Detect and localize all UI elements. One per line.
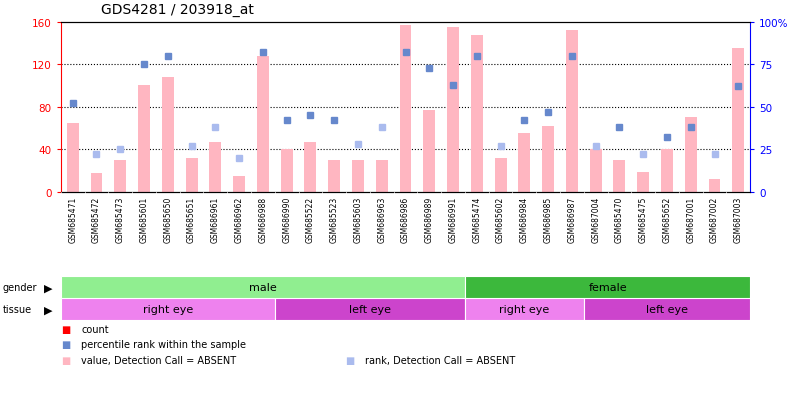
Bar <box>465 277 750 299</box>
Bar <box>138 86 150 192</box>
Text: GSM686985: GSM686985 <box>543 196 552 242</box>
Text: GSM686986: GSM686986 <box>401 196 410 242</box>
Bar <box>67 123 79 192</box>
Bar <box>400 26 411 192</box>
Text: GSM686984: GSM686984 <box>520 196 529 242</box>
Text: GSM685601: GSM685601 <box>139 196 148 242</box>
Text: GSM686991: GSM686991 <box>448 196 457 242</box>
Bar <box>566 31 577 192</box>
Bar <box>328 160 340 192</box>
Text: GSM685603: GSM685603 <box>354 196 363 242</box>
Text: GSM687004: GSM687004 <box>591 196 600 242</box>
Bar <box>91 174 102 192</box>
Text: right eye: right eye <box>143 304 193 315</box>
Text: left eye: left eye <box>646 304 688 315</box>
Text: ■: ■ <box>61 324 70 334</box>
Text: GSM686963: GSM686963 <box>377 196 386 242</box>
Text: GSM686990: GSM686990 <box>282 196 291 242</box>
Text: GSM685473: GSM685473 <box>116 196 125 242</box>
Bar <box>465 299 584 320</box>
Bar <box>275 299 465 320</box>
Bar <box>61 299 275 320</box>
Bar <box>732 49 744 192</box>
Bar <box>590 150 602 192</box>
Bar <box>423 111 436 192</box>
Bar <box>186 158 198 192</box>
Text: GSM685522: GSM685522 <box>306 196 315 242</box>
Bar <box>471 36 483 192</box>
Text: GSM687002: GSM687002 <box>710 196 719 242</box>
Bar <box>709 179 720 192</box>
Bar <box>684 118 697 192</box>
Bar <box>375 160 388 192</box>
Bar <box>61 277 465 299</box>
Text: value, Detection Call = ABSENT: value, Detection Call = ABSENT <box>81 355 236 365</box>
Text: ▶: ▶ <box>45 304 53 315</box>
Bar <box>352 160 364 192</box>
Text: GSM685470: GSM685470 <box>615 196 624 242</box>
Text: tissue: tissue <box>2 304 32 315</box>
Text: ■: ■ <box>345 355 354 365</box>
Bar <box>304 142 316 192</box>
Bar <box>162 78 174 192</box>
Text: GSM685652: GSM685652 <box>663 196 672 242</box>
Text: ■: ■ <box>61 339 70 349</box>
Text: GSM685472: GSM685472 <box>92 196 101 242</box>
Text: left eye: left eye <box>349 304 391 315</box>
Bar <box>543 126 554 192</box>
Bar <box>114 160 127 192</box>
Bar <box>257 57 268 192</box>
Text: GSM685523: GSM685523 <box>330 196 339 242</box>
Bar <box>495 158 507 192</box>
Bar <box>584 299 750 320</box>
Text: GSM686989: GSM686989 <box>425 196 434 242</box>
Text: right eye: right eye <box>500 304 550 315</box>
Text: ■: ■ <box>61 355 70 365</box>
Bar <box>518 134 530 192</box>
Text: GSM687003: GSM687003 <box>734 196 743 242</box>
Text: GSM685651: GSM685651 <box>187 196 196 242</box>
Text: rank, Detection Call = ABSENT: rank, Detection Call = ABSENT <box>365 355 515 365</box>
Text: percentile rank within the sample: percentile rank within the sample <box>81 339 246 349</box>
Bar <box>613 160 625 192</box>
Bar <box>281 150 293 192</box>
Text: GDS4281 / 203918_at: GDS4281 / 203918_at <box>101 2 255 17</box>
Bar <box>637 173 649 192</box>
Text: count: count <box>81 324 109 334</box>
Text: GSM686987: GSM686987 <box>568 196 577 242</box>
Text: ▶: ▶ <box>45 282 53 293</box>
Text: gender: gender <box>2 282 37 293</box>
Text: GSM685475: GSM685475 <box>639 196 648 242</box>
Text: female: female <box>588 282 627 293</box>
Text: GSM687001: GSM687001 <box>686 196 695 242</box>
Text: GSM685471: GSM685471 <box>68 196 77 242</box>
Text: GSM685650: GSM685650 <box>163 196 172 242</box>
Text: GSM686962: GSM686962 <box>234 196 243 242</box>
Text: GSM685474: GSM685474 <box>472 196 481 242</box>
Bar <box>661 150 673 192</box>
Text: male: male <box>249 282 277 293</box>
Bar <box>447 28 459 192</box>
Text: GSM686961: GSM686961 <box>211 196 220 242</box>
Text: GSM685602: GSM685602 <box>496 196 505 242</box>
Bar <box>209 142 221 192</box>
Text: GSM686988: GSM686988 <box>259 196 268 242</box>
Bar <box>234 176 245 192</box>
